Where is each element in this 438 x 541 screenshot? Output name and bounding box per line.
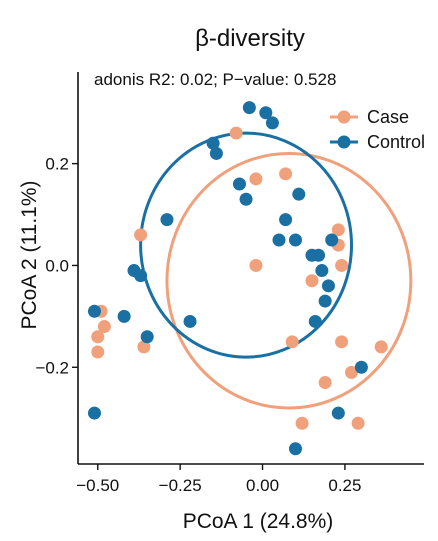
point-control — [325, 233, 339, 247]
point-control — [288, 233, 302, 247]
point-case — [331, 223, 345, 237]
point-case — [374, 340, 388, 354]
point-control — [134, 269, 148, 283]
point-control — [232, 177, 246, 191]
point-case — [97, 320, 111, 334]
ellipse-case — [165, 151, 413, 410]
x-axis-label: PCoA 1 (24.8%) — [183, 510, 334, 533]
point-control — [259, 106, 273, 120]
point-control — [265, 116, 279, 130]
legend-label-case: Case — [367, 107, 409, 127]
point-case — [335, 335, 349, 349]
point-control — [272, 233, 286, 247]
point-control — [183, 314, 197, 328]
legend-marker-case — [337, 110, 351, 124]
point-control — [160, 213, 174, 227]
ellipse-control — [139, 131, 354, 359]
point-case — [249, 172, 263, 186]
stats-annotation: adonis R2: 0.02; P−value: 0.528 — [94, 70, 336, 89]
legend: Case Control — [330, 107, 425, 152]
point-control — [87, 304, 101, 318]
point-case — [134, 228, 148, 242]
x-tick-label: 0.00 — [246, 476, 279, 495]
y-axis-label: PCoA 2 (11.1%) — [18, 180, 41, 329]
point-case — [345, 365, 359, 379]
point-case — [351, 416, 365, 430]
confidence-ellipses — [139, 131, 413, 410]
y-tick-label: 0.2 — [45, 155, 69, 174]
chart-title: β-diversity — [195, 25, 305, 52]
point-control — [288, 442, 302, 456]
point-control — [354, 360, 368, 374]
point-control — [87, 406, 101, 420]
y-tick-label: −0.2 — [35, 358, 69, 377]
y-axis-ticks: −0.2 0.0 0.2 — [35, 155, 78, 377]
point-case — [305, 274, 319, 288]
point-case — [279, 167, 293, 181]
point-control — [242, 101, 256, 115]
point-case — [285, 335, 299, 349]
point-case — [137, 340, 151, 354]
point-control — [209, 146, 223, 160]
point-control — [321, 279, 335, 293]
point-control — [315, 264, 329, 278]
y-tick-label: 0.0 — [45, 256, 69, 275]
point-control — [206, 136, 220, 150]
data-points — [87, 101, 388, 456]
point-case — [295, 416, 309, 430]
point-control — [239, 192, 253, 206]
point-case — [91, 330, 105, 344]
legend-marker-control — [337, 135, 351, 149]
x-tick-label: −0.25 — [159, 476, 202, 495]
point-control — [318, 294, 332, 308]
point-case — [249, 258, 263, 272]
legend-label-control: Control — [367, 132, 425, 152]
point-control — [308, 314, 322, 328]
point-case — [318, 376, 332, 390]
x-tick-label: 0.25 — [328, 476, 361, 495]
point-control — [117, 309, 131, 323]
point-case — [335, 258, 349, 272]
point-case — [229, 126, 243, 140]
point-control — [312, 248, 326, 262]
point-control — [279, 213, 293, 227]
x-axis-ticks: −0.50 −0.25 0.00 0.25 — [76, 464, 361, 495]
point-case — [91, 345, 105, 359]
point-control — [331, 406, 345, 420]
point-control — [140, 330, 154, 344]
point-control — [292, 187, 306, 201]
x-tick-label: −0.50 — [76, 476, 119, 495]
